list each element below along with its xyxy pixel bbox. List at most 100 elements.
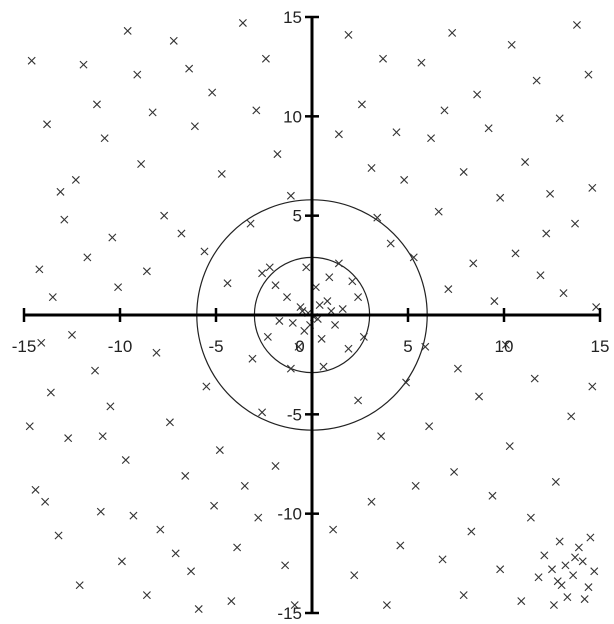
data-point — [130, 512, 137, 519]
data-point — [57, 188, 64, 195]
data-point — [354, 397, 361, 404]
data-point — [122, 456, 129, 463]
data-point — [579, 558, 586, 565]
data-point — [134, 71, 141, 78]
data-point — [345, 31, 352, 38]
data-point — [99, 433, 106, 440]
data-point — [72, 176, 79, 183]
data-point — [556, 538, 563, 545]
data-point — [570, 572, 577, 579]
data-point — [427, 135, 434, 142]
data-point — [97, 508, 104, 515]
data-point — [402, 379, 409, 386]
data-point — [178, 230, 185, 237]
data-point — [80, 61, 87, 68]
data-point — [560, 290, 567, 297]
data-point — [397, 542, 404, 549]
data-point — [552, 478, 559, 485]
data-point — [573, 21, 580, 28]
data-point — [445, 286, 452, 293]
data-point — [331, 321, 338, 328]
data-point — [585, 584, 592, 591]
data-point — [581, 595, 588, 602]
data-point — [55, 532, 62, 539]
data-point — [474, 91, 481, 98]
data-point — [316, 301, 323, 308]
x-tick-label: -10 — [108, 337, 133, 356]
data-point — [201, 248, 208, 255]
data-point — [512, 250, 519, 257]
data-point — [320, 363, 327, 370]
data-point — [575, 544, 582, 551]
data-point — [266, 264, 273, 271]
data-point — [589, 184, 596, 191]
data-point — [351, 572, 358, 579]
y-tick-label: -10 — [277, 505, 302, 524]
data-point — [379, 55, 386, 62]
x-tick-label: 10 — [495, 337, 514, 356]
data-point — [324, 297, 331, 304]
data-point — [224, 280, 231, 287]
data-point — [441, 107, 448, 114]
data-point — [258, 409, 265, 416]
data-point — [358, 101, 365, 108]
data-point — [550, 601, 557, 608]
data-point — [49, 294, 56, 301]
y-tick-label: 15 — [283, 8, 302, 27]
data-point — [276, 317, 283, 324]
data-point — [93, 101, 100, 108]
data-point — [107, 403, 114, 410]
data-point — [287, 192, 294, 199]
data-point — [264, 333, 271, 340]
data-point — [272, 282, 279, 289]
data-point — [485, 125, 492, 132]
data-point — [32, 486, 39, 493]
data-point — [475, 393, 482, 400]
data-point — [535, 574, 542, 581]
y-tick-label: -15 — [277, 604, 302, 623]
data-point — [546, 190, 553, 197]
data-point — [591, 568, 598, 575]
data-point — [258, 270, 265, 277]
x-tick-label: 5 — [403, 337, 412, 356]
data-point — [272, 462, 279, 469]
data-point — [412, 482, 419, 489]
data-point — [330, 526, 337, 533]
data-point — [287, 365, 294, 372]
data-point — [439, 556, 446, 563]
data-point — [195, 605, 202, 612]
data-point — [318, 335, 325, 342]
data-point — [209, 89, 216, 96]
data-point — [593, 303, 600, 310]
data-point — [489, 492, 496, 499]
data-point — [368, 164, 375, 171]
data-point — [556, 115, 563, 122]
data-point — [138, 160, 145, 167]
y-tick-label: -5 — [287, 405, 302, 424]
data-point — [249, 355, 256, 362]
data-point — [61, 216, 68, 223]
data-point — [247, 220, 254, 227]
x-tick-label: -5 — [208, 337, 223, 356]
data-point — [253, 107, 260, 114]
data-point — [38, 339, 45, 346]
data-point — [109, 234, 116, 241]
data-point — [161, 212, 168, 219]
data-point — [491, 297, 498, 304]
data-point — [143, 592, 150, 599]
data-point — [571, 220, 578, 227]
data-point — [186, 65, 193, 72]
data-point — [166, 419, 173, 426]
y-tick-label: 5 — [293, 207, 302, 226]
data-point — [585, 71, 592, 78]
data-point — [506, 443, 513, 450]
data-point — [522, 158, 529, 165]
data-point — [378, 433, 385, 440]
data-point — [124, 27, 131, 34]
data-point — [157, 526, 164, 533]
data-point — [228, 597, 235, 604]
data-point — [339, 305, 346, 312]
y-tick-label: 10 — [283, 107, 302, 126]
data-point — [387, 240, 394, 247]
x-tick-label: 0 — [295, 337, 304, 356]
